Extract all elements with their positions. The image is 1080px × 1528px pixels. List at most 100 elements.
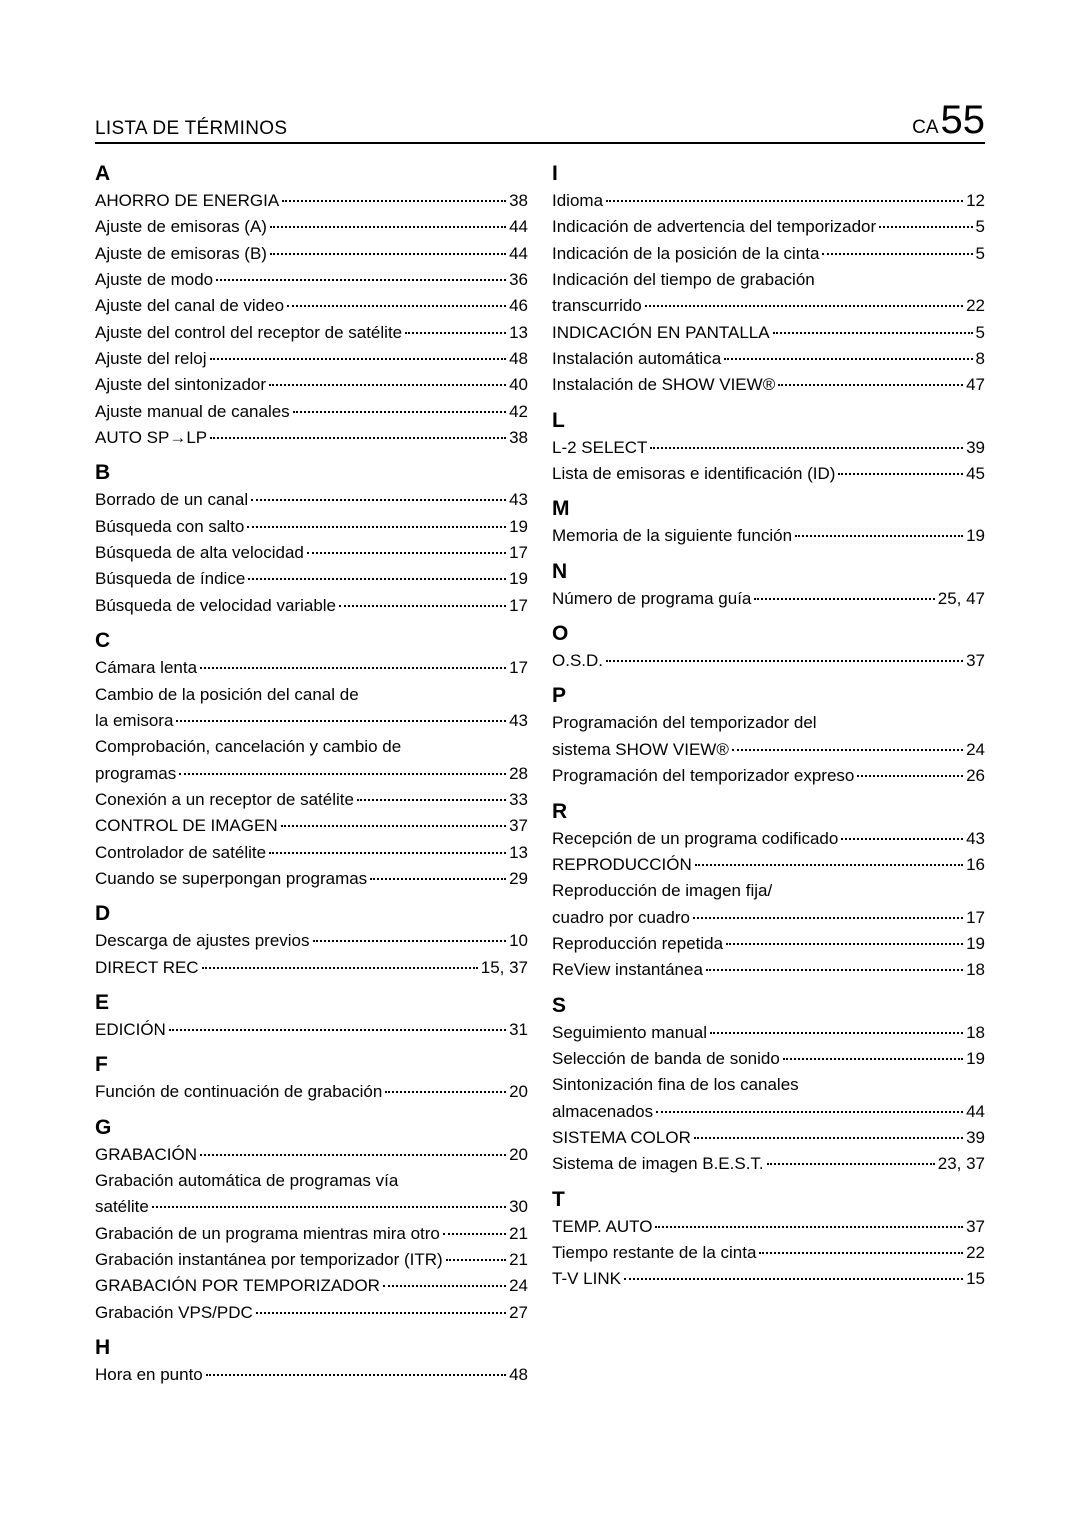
index-entry-page: 44 — [966, 1099, 985, 1125]
index-leader-dots — [287, 305, 506, 307]
index-entry-label: Función de continuación de grabación — [95, 1079, 382, 1105]
index-entry: GRABACIÓN20 — [95, 1142, 528, 1168]
index-entry-label: ReView instantánea — [552, 957, 703, 983]
index-entry-label: Número de programa guía — [552, 586, 751, 612]
index-letter: D — [95, 902, 528, 926]
index-entry-label: TEMP. AUTO — [552, 1214, 652, 1240]
index-entry-label: Ajuste de emisoras (A) — [95, 214, 267, 240]
index-entry-page: 13 — [509, 840, 528, 866]
index-leader-dots — [443, 1233, 506, 1235]
index-leader-dots — [405, 332, 506, 334]
index-leader-dots — [732, 749, 963, 751]
index-entry-label: AUTO SP→LP — [95, 425, 207, 451]
index-entry: TEMP. AUTO37 — [552, 1214, 985, 1240]
index-entry-label: Indicación del tiempo de grabación — [552, 267, 815, 293]
index-entry-label: Grabación automática de programas vía — [95, 1168, 398, 1194]
index-leader-dots — [385, 1091, 506, 1093]
index-leader-dots — [694, 1137, 963, 1139]
index-entry-page: 5 — [976, 214, 985, 240]
index-entry-label: Ajuste del control del receptor de satél… — [95, 320, 402, 346]
index-entry-page: 48 — [509, 1362, 528, 1388]
index-leader-dots — [200, 667, 506, 669]
index-entry-label: Ajuste manual de canales — [95, 399, 290, 425]
index-entry-label: Reproducción repetida — [552, 931, 723, 957]
index-entry-page: 5 — [976, 320, 985, 346]
index-entry-label: Recepción de un programa codificado — [552, 826, 838, 852]
index-leader-dots — [210, 437, 506, 439]
index-entry-page: 22 — [966, 293, 985, 319]
index-entry-page: 30 — [509, 1194, 528, 1220]
index-entry: Instalación de SHOW VIEW®47 — [552, 372, 985, 398]
index-entry-continuation: Sintonización fina de los canales — [552, 1072, 985, 1098]
index-entry: Ajuste de emisoras (B)44 — [95, 241, 528, 267]
index-entry-page: 24 — [966, 737, 985, 763]
index-entry-page: 12 — [966, 188, 985, 214]
index-entry-page: 38 — [509, 188, 528, 214]
index-letter: M — [552, 497, 985, 521]
index-entry-label: REPRODUCCIÓN — [552, 852, 692, 878]
index-entry: la emisora43 — [95, 708, 528, 734]
index-leader-dots — [357, 799, 506, 801]
index-leader-dots — [783, 1058, 963, 1060]
index-letter: B — [95, 461, 528, 485]
index-leader-dots — [693, 917, 963, 919]
index-entry: Búsqueda de velocidad variable17 — [95, 593, 528, 619]
index-column-right: IIdioma12Indicación de advertencia del t… — [552, 162, 985, 1388]
index-entry: Memoria de la siguiente función19 — [552, 523, 985, 549]
index-entry: Reproducción repetida19 — [552, 931, 985, 957]
index-leader-dots — [256, 1312, 506, 1314]
index-leader-dots — [606, 660, 963, 662]
index-entry-page: 17 — [509, 593, 528, 619]
index-leader-dots — [270, 253, 506, 255]
index-entry-label: Programación del temporizador expreso — [552, 763, 854, 789]
index-entry-continuation: Comprobación, cancelación y cambio de — [95, 734, 528, 760]
index-entry-page: 38 — [509, 425, 528, 451]
page-prefix: CA — [912, 117, 938, 139]
index-letter: E — [95, 991, 528, 1015]
index-entry-label: cuadro por cuadro — [552, 905, 690, 931]
index-entry-label: Cambio de la posición del canal de — [95, 682, 359, 708]
index-entry-page: 10 — [509, 928, 528, 954]
index-column-left: AAHORRO DE ENERGIA38Ajuste de emisoras (… — [95, 162, 528, 1388]
index-leader-dots — [247, 526, 506, 528]
index-letter: P — [552, 684, 985, 708]
index-leader-dots — [169, 1029, 506, 1031]
index-entry-label: Grabación instantánea por temporizador (… — [95, 1247, 443, 1273]
index-entry-page: 39 — [966, 435, 985, 461]
index-entry-label: Búsqueda de índice — [95, 566, 245, 592]
index-entry: cuadro por cuadro17 — [552, 905, 985, 931]
index-entry: Ajuste de emisoras (A)44 — [95, 214, 528, 240]
index-letter: T — [552, 1188, 985, 1212]
index-leader-dots — [339, 605, 506, 607]
index-entry-label: Conexión a un receptor de satélite — [95, 787, 354, 813]
index-entry-page: 15 — [966, 1266, 985, 1292]
index-entry-label: satélite — [95, 1194, 149, 1220]
index-entry: Hora en punto48 — [95, 1362, 528, 1388]
index-entry-page: 43 — [966, 826, 985, 852]
index-leader-dots — [759, 1252, 963, 1254]
index-entry-page: 8 — [976, 346, 985, 372]
index-entry-page: 43 — [509, 708, 528, 734]
index-entry-label: Ajuste de emisoras (B) — [95, 241, 267, 267]
index-leader-dots — [726, 943, 963, 945]
index-entry: ReView instantánea18 — [552, 957, 985, 983]
index-entry-label: INDICACIÓN EN PANTALLA — [552, 320, 770, 346]
index-entry: Ajuste del control del receptor de satél… — [95, 320, 528, 346]
index-entry: Indicación de advertencia del temporizad… — [552, 214, 985, 240]
index-entry: Tiempo restante de la cinta 22 — [552, 1240, 985, 1266]
index-entry-label: Cámara lenta — [95, 655, 197, 681]
index-entry-label: Tiempo restante de la cinta — [552, 1240, 756, 1266]
page-number: 55 — [941, 100, 986, 140]
index-entry-page: 23, 37 — [938, 1151, 985, 1177]
index-entry-label: GRABACIÓN POR TEMPORIZADOR — [95, 1273, 380, 1299]
index-entry: Ajuste del sintonizador40 — [95, 372, 528, 398]
index-entry: AHORRO DE ENERGIA38 — [95, 188, 528, 214]
index-entry-label: T-V LINK — [552, 1266, 621, 1292]
index-leader-dots — [282, 200, 506, 202]
index-entry: Ajuste manual de canales42 — [95, 399, 528, 425]
index-leader-dots — [251, 499, 506, 501]
index-entry: Recepción de un programa codificado 43 — [552, 826, 985, 852]
index-entry-page: 22 — [966, 1240, 985, 1266]
index-entry-label: Indicación de advertencia del temporizad… — [552, 214, 876, 240]
index-columns: AAHORRO DE ENERGIA38Ajuste de emisoras (… — [95, 162, 985, 1388]
